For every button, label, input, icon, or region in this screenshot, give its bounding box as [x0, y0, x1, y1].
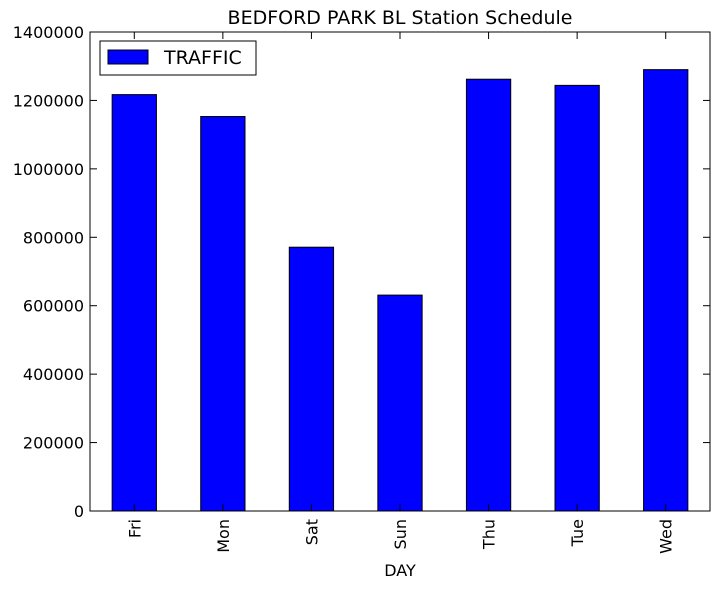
- bars-group: [111, 69, 689, 512]
- bar-sun: [377, 294, 423, 512]
- y-tick-label: 400000: [23, 365, 84, 384]
- x-tick-label-mon: Mon: [214, 519, 233, 553]
- x-tick-label-thu: Thu: [480, 519, 499, 550]
- x-tick-label-tue: Tue: [568, 519, 587, 547]
- y-tick-label: 1400000: [13, 23, 84, 42]
- bar-fri: [111, 94, 157, 512]
- x-axis-label: DAY: [384, 561, 416, 580]
- plot-frame: [89, 31, 711, 512]
- x-tick-label-wed: Wed: [657, 519, 676, 554]
- y-tick-label: 1200000: [13, 91, 84, 110]
- bar-tue: [554, 84, 600, 512]
- bar-sat: [288, 246, 335, 512]
- y-tick-label: 0: [74, 502, 84, 521]
- y-tick-label: 200000: [23, 434, 84, 453]
- legend-label: TRAFFIC: [163, 47, 242, 69]
- x-tick-label-sat: Sat: [302, 519, 321, 545]
- x-tick-label-fri: Fri: [125, 519, 144, 538]
- y-tick-label: 600000: [23, 297, 84, 316]
- x-tick-label-sun: Sun: [391, 519, 410, 549]
- y-tick-label: 800000: [23, 228, 84, 247]
- y-axis-ticks: 0 200000 400000 600000 800000 1000000 1200000 1…: [13, 23, 710, 521]
- y-tick-label: 1000000: [13, 160, 84, 179]
- bar-thu: [465, 78, 512, 512]
- legend-swatch: [107, 49, 149, 65]
- bar-mon: [200, 116, 246, 512]
- bar-wed: [643, 69, 689, 512]
- x-axis-ticks: Fri Mon Sat Sun Thu Tue Wed: [125, 32, 676, 554]
- chart-title: BEDFORD PARK BL Station Schedule: [228, 7, 573, 29]
- legend: TRAFFIC: [99, 40, 257, 76]
